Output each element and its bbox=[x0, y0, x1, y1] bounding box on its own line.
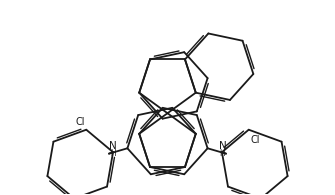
Text: H: H bbox=[219, 149, 225, 158]
Text: N: N bbox=[219, 141, 226, 151]
Text: Cl: Cl bbox=[250, 135, 260, 145]
Text: N: N bbox=[109, 141, 116, 151]
Text: Cl: Cl bbox=[75, 117, 85, 127]
Text: H: H bbox=[110, 149, 116, 158]
